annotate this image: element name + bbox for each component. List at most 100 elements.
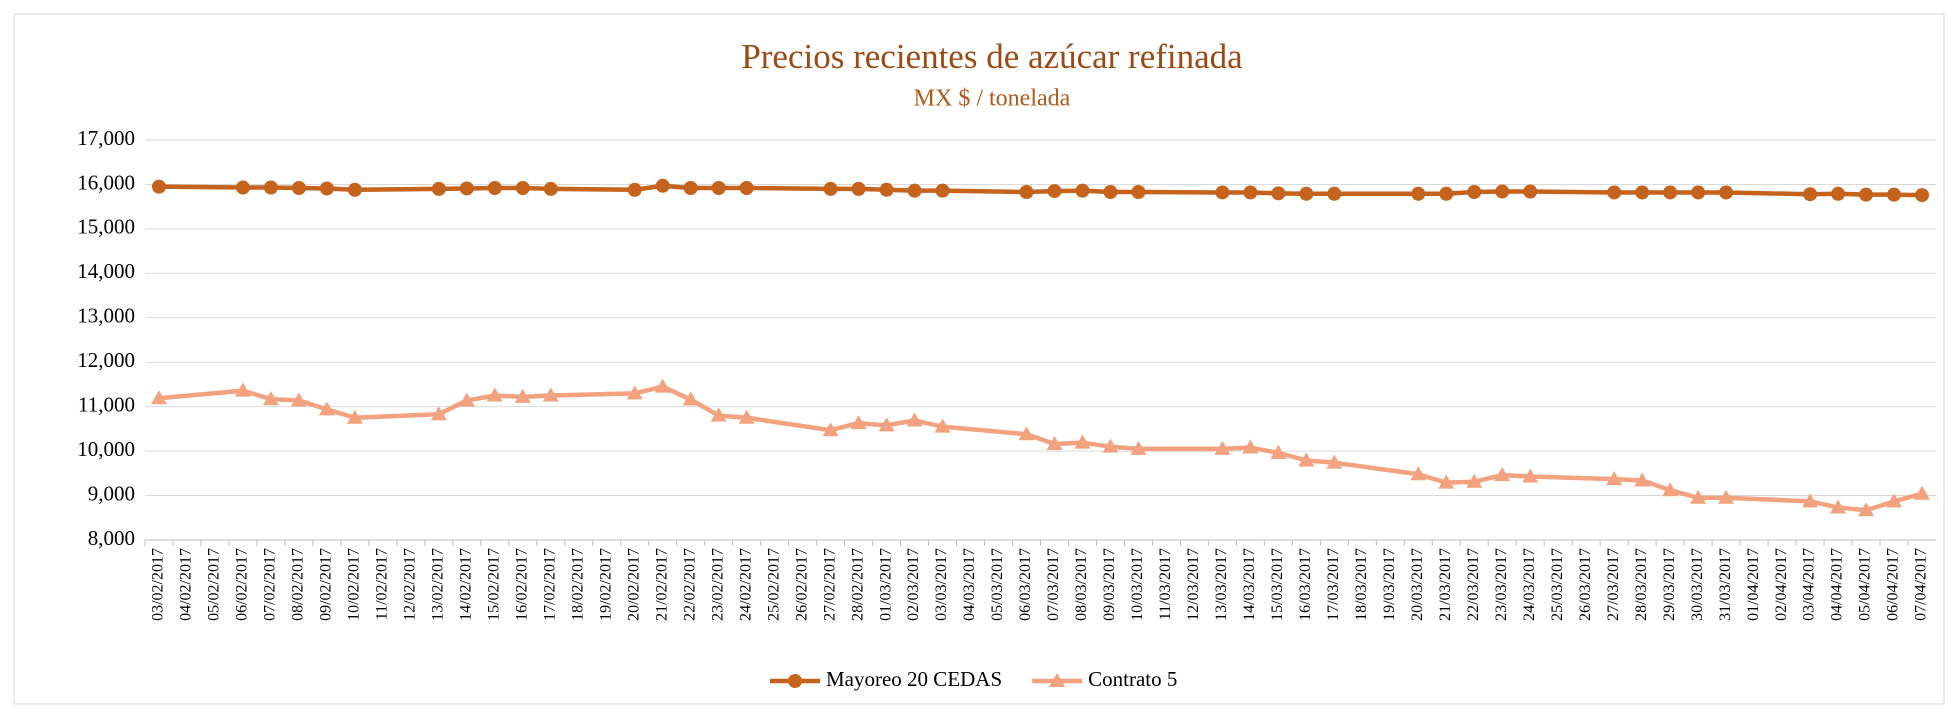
point bbox=[263, 180, 278, 195]
point bbox=[1858, 502, 1875, 517]
point bbox=[1719, 185, 1734, 200]
x-tick-label: 21/03/2017 bbox=[1437, 548, 1454, 621]
point bbox=[1242, 439, 1259, 454]
x-tick-label: 30/03/2017 bbox=[1689, 548, 1706, 621]
x-tick-label: 04/03/2017 bbox=[961, 548, 978, 621]
point bbox=[1831, 186, 1846, 201]
y-tick-label: 14,000 bbox=[77, 259, 135, 283]
x-tick-label: 14/02/2017 bbox=[457, 548, 474, 621]
point bbox=[1887, 187, 1902, 202]
y-tick-label: 11,000 bbox=[78, 392, 135, 416]
x-tick-label: 16/02/2017 bbox=[513, 548, 530, 621]
point bbox=[1495, 184, 1510, 199]
x-tick-label: 03/04/2017 bbox=[1801, 548, 1818, 621]
point bbox=[1802, 493, 1819, 508]
x-tick-label: 27/03/2017 bbox=[1605, 548, 1622, 621]
point bbox=[1131, 185, 1146, 199]
point bbox=[290, 392, 307, 407]
point bbox=[682, 391, 699, 406]
x-tick-label: 17/02/2017 bbox=[541, 548, 558, 621]
point bbox=[1411, 186, 1426, 201]
x-tick-label: 11/03/2017 bbox=[1157, 548, 1174, 620]
point bbox=[1691, 185, 1706, 200]
legend-marker bbox=[788, 674, 802, 688]
point bbox=[1130, 440, 1147, 455]
point bbox=[262, 391, 279, 406]
x-tick-label: 27/02/2017 bbox=[821, 548, 838, 621]
x-tick-label: 07/02/2017 bbox=[262, 548, 279, 621]
point bbox=[683, 181, 698, 195]
y-tick-label: 17,000 bbox=[77, 126, 135, 150]
x-tick-label: 03/02/2017 bbox=[150, 548, 167, 621]
point bbox=[627, 182, 642, 197]
x-tick-label: 04/02/2017 bbox=[178, 548, 195, 621]
point bbox=[878, 417, 895, 432]
x-tick-label: 10/03/2017 bbox=[1129, 548, 1146, 621]
x-tick-label: 05/02/2017 bbox=[206, 548, 223, 621]
point bbox=[1102, 438, 1119, 453]
point bbox=[1915, 188, 1930, 203]
x-tick-label: 18/02/2017 bbox=[569, 548, 586, 621]
point bbox=[1886, 493, 1903, 508]
x-tick-label: 13/03/2017 bbox=[1213, 548, 1230, 621]
y-tick-label: 15,000 bbox=[77, 215, 135, 239]
x-tick-label: 01/03/2017 bbox=[877, 548, 894, 621]
point bbox=[1243, 185, 1258, 200]
point bbox=[543, 181, 558, 196]
x-tick-label: 18/03/2017 bbox=[1353, 548, 1370, 621]
x-tick-label: 14/03/2017 bbox=[1241, 548, 1258, 621]
x-tick-label: 10/02/2017 bbox=[346, 548, 363, 621]
point bbox=[1271, 186, 1286, 201]
point bbox=[850, 415, 867, 430]
point bbox=[487, 181, 502, 195]
x-tick-label: 12/02/2017 bbox=[402, 548, 419, 621]
x-tick-label: 09/03/2017 bbox=[1101, 548, 1118, 621]
x-tick-label: 24/03/2017 bbox=[1521, 548, 1538, 621]
x-tick-label: 15/02/2017 bbox=[485, 548, 502, 621]
point bbox=[1494, 467, 1511, 482]
point bbox=[655, 178, 670, 193]
x-tick-label: 28/03/2017 bbox=[1633, 548, 1650, 621]
x-tick-label: 13/02/2017 bbox=[430, 548, 447, 621]
point bbox=[235, 180, 250, 195]
point bbox=[654, 378, 671, 393]
point bbox=[318, 401, 335, 416]
x-tick-label: 26/03/2017 bbox=[1577, 548, 1594, 621]
point bbox=[1662, 482, 1679, 497]
y-tick-label: 16,000 bbox=[77, 170, 135, 194]
point bbox=[823, 181, 838, 196]
x-tick-label: 04/04/2017 bbox=[1829, 548, 1846, 621]
point bbox=[514, 388, 531, 403]
point bbox=[1523, 184, 1538, 199]
x-tick-label: 07/03/2017 bbox=[1045, 548, 1062, 621]
point bbox=[346, 409, 363, 424]
point bbox=[1018, 426, 1035, 441]
x-tick-label: 20/02/2017 bbox=[625, 548, 642, 621]
point bbox=[1299, 186, 1314, 201]
y-tick-label: 10,000 bbox=[77, 437, 135, 461]
point bbox=[1606, 471, 1623, 486]
point bbox=[151, 179, 166, 194]
x-tick-label: 15/03/2017 bbox=[1269, 548, 1286, 621]
point bbox=[1047, 184, 1062, 199]
point bbox=[934, 418, 951, 433]
point bbox=[1607, 185, 1622, 200]
point bbox=[150, 390, 167, 405]
point bbox=[738, 409, 755, 424]
point bbox=[1074, 434, 1091, 449]
x-tick-label: 22/02/2017 bbox=[681, 548, 698, 621]
x-tick-label: 25/02/2017 bbox=[765, 548, 782, 621]
point bbox=[710, 407, 727, 422]
point bbox=[291, 181, 306, 195]
x-tick-label: 06/02/2017 bbox=[234, 548, 251, 621]
point bbox=[1215, 185, 1230, 200]
x-tick-label: 23/02/2017 bbox=[709, 548, 726, 621]
legend-marker bbox=[1049, 673, 1066, 687]
point bbox=[1019, 185, 1034, 199]
y-tick-label: 8,000 bbox=[88, 526, 135, 550]
point bbox=[1635, 185, 1650, 200]
point bbox=[907, 183, 922, 198]
y-tick-label: 9,000 bbox=[88, 481, 135, 505]
y-tick-label: 13,000 bbox=[77, 304, 135, 328]
point bbox=[1327, 186, 1342, 201]
